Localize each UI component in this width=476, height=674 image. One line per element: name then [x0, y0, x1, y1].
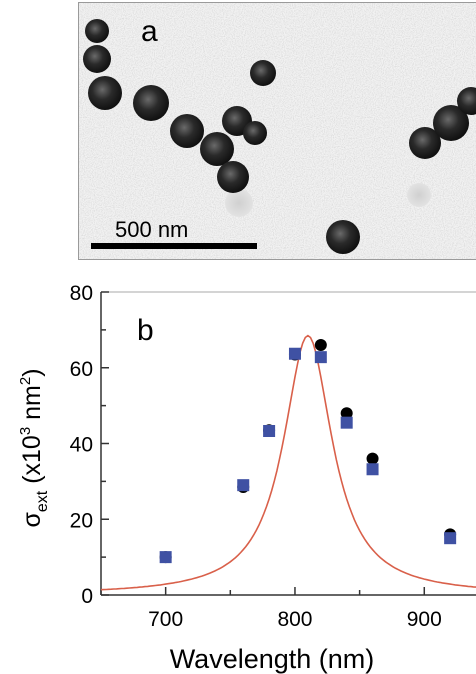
- panel-label-b: b: [137, 314, 154, 347]
- panel-label-a: a: [141, 15, 158, 48]
- nanoparticle: [170, 114, 204, 148]
- y-tick-label: 60: [70, 358, 93, 381]
- scale-bar-label: 500 nm: [115, 217, 189, 242]
- simulated-point: [288, 347, 301, 360]
- lorentzian-fit-line: [100, 334, 476, 591]
- simulated-point: [340, 416, 353, 429]
- y-tick-label: 0: [81, 585, 93, 608]
- data-points: [159, 339, 457, 564]
- nanoparticle: [200, 132, 234, 166]
- simulated-point: [237, 479, 250, 492]
- y-tick-label: 20: [70, 509, 93, 532]
- axis-ticks: 0 20 40 60 80 700 800 900: [70, 282, 442, 631]
- x-axis-label: Wavelength (nm): [170, 644, 375, 674]
- simulated-point: [159, 551, 172, 564]
- nanoparticle: [326, 220, 360, 254]
- nanoparticles: [83, 19, 476, 254]
- faint-particle: [225, 189, 253, 217]
- y-axis-label: σext (x103 nm2): [17, 368, 51, 527]
- nanoparticle: [83, 45, 111, 73]
- measured-point: [314, 339, 327, 352]
- nanoparticle: [457, 87, 476, 115]
- measured-point: [366, 452, 379, 465]
- simulated-point: [314, 351, 327, 364]
- nanoparticle: [85, 19, 109, 43]
- nanoparticle: [133, 85, 169, 121]
- tem-image-panel: a 500 nm: [78, 2, 476, 260]
- simulated-point: [366, 463, 379, 476]
- x-tick-label: 800: [277, 608, 312, 631]
- tem-micrograph: [79, 3, 476, 259]
- nanoparticle: [217, 161, 249, 193]
- nanoparticle: [433, 105, 469, 141]
- plot-frame: [100, 291, 476, 596]
- nanoparticle: [250, 60, 276, 86]
- measured-point: [340, 407, 353, 420]
- y-tick-label: 80: [70, 282, 93, 305]
- x-tick-label: 700: [148, 608, 183, 631]
- y-tick-label: 40: [70, 434, 93, 457]
- x-tick-label: 900: [407, 608, 442, 631]
- extinction-chart: 0 20 40 60 80 700 800 900 b Wavelength (nm) σex…: [17, 282, 476, 674]
- scale-bar: [91, 243, 257, 249]
- nanoparticle: [243, 121, 267, 145]
- fit-curve: [100, 334, 476, 591]
- faint-particle: [407, 183, 431, 207]
- nanoparticle: [409, 127, 441, 159]
- nanoparticle: [88, 76, 122, 110]
- simulated-point: [263, 425, 276, 438]
- simulated-point: [444, 532, 457, 545]
